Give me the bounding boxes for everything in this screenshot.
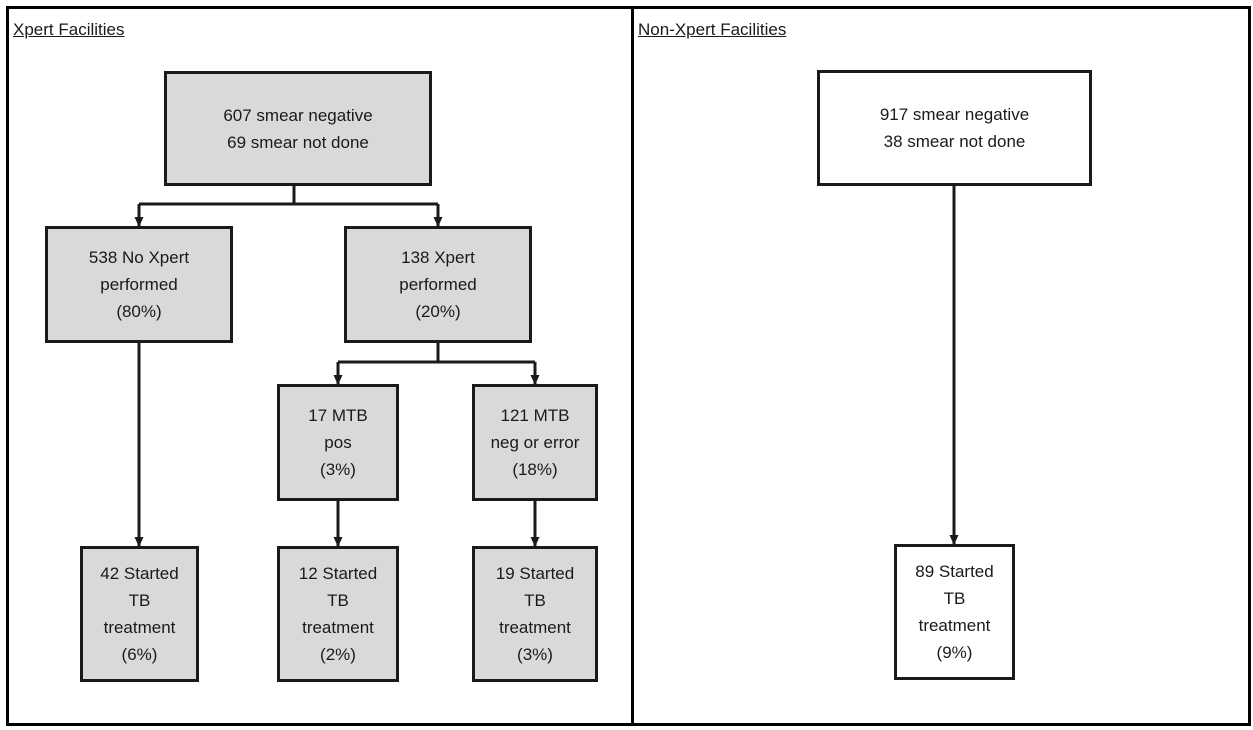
no-xpert-performed-box: 538 No Xpert performed (80%) bbox=[45, 226, 233, 343]
mtb-neg-or-error-box: 121 MTB neg or error (18%) bbox=[472, 384, 598, 501]
xpert-facilities-title: Xpert Facilities bbox=[13, 20, 125, 39]
node-text-line: treatment bbox=[499, 618, 571, 637]
node-text-line: treatment bbox=[918, 616, 991, 635]
node-text-line: (3%) bbox=[517, 645, 553, 664]
node-text-line: 38 smear not done bbox=[883, 132, 1026, 151]
node-text-line: 121 MTB bbox=[500, 406, 570, 425]
node-text-line: (18%) bbox=[512, 460, 558, 479]
node-text-line: neg or error bbox=[490, 433, 580, 452]
node-text-line: (80%) bbox=[116, 302, 162, 321]
node-text-line: 17 MTB bbox=[308, 406, 368, 425]
node-text-line: 917 smear negative bbox=[879, 105, 1030, 124]
node-text-line: (9%) bbox=[936, 643, 973, 662]
node-text-line: TB bbox=[128, 591, 151, 610]
nonxpert-started-treatment-box: 89 Started TB treatment (9%) bbox=[894, 544, 1015, 680]
node-text-line: performed bbox=[399, 275, 477, 294]
node-text-line: 19 Started bbox=[495, 564, 575, 583]
node-text-line: TB bbox=[327, 591, 349, 610]
node-text-line: 69 smear not done bbox=[227, 132, 369, 152]
node-text-line: 138 Xpert bbox=[401, 248, 475, 267]
node-text-line: (20%) bbox=[415, 302, 461, 321]
node-text-line: treatment bbox=[302, 618, 374, 637]
node-text-line: TB bbox=[524, 591, 546, 610]
node-text-line: TB bbox=[943, 589, 966, 608]
node-text-line: pos bbox=[324, 433, 352, 452]
no-xpert-started-treatment-box: 42 Started TB treatment (6%) bbox=[80, 546, 199, 682]
mtb-pos-started-treatment-box: 12 Started TB treatment (2%) bbox=[277, 546, 399, 682]
nonxpert-smear-summary-box: 917 smear negative 38 smear not done bbox=[817, 70, 1092, 186]
node-text-line: 12 Started bbox=[298, 564, 378, 583]
node-text-line: 607 smear negative bbox=[223, 105, 373, 125]
node-text-line: 538 No Xpert bbox=[88, 248, 190, 267]
node-text-line: 89 Started bbox=[915, 562, 994, 581]
mtb-pos-box: 17 MTB pos (3%) bbox=[277, 384, 399, 501]
xpert-smear-summary-box: 607 smear negative 69 smear not done bbox=[164, 71, 432, 186]
node-text-line: performed bbox=[100, 275, 178, 294]
node-text-line: treatment bbox=[103, 618, 176, 637]
node-text-line: (2%) bbox=[320, 645, 356, 664]
node-text-line: (6%) bbox=[121, 645, 158, 664]
xpert-performed-box: 138 Xpert performed (20%) bbox=[344, 226, 532, 343]
mtb-neg-started-treatment-box: 19 Started TB treatment (3%) bbox=[472, 546, 598, 682]
node-text-line: (3%) bbox=[320, 460, 356, 479]
non-xpert-facilities-title: Non-Xpert Facilities bbox=[638, 20, 787, 39]
node-text-line: 42 Started bbox=[100, 564, 179, 583]
